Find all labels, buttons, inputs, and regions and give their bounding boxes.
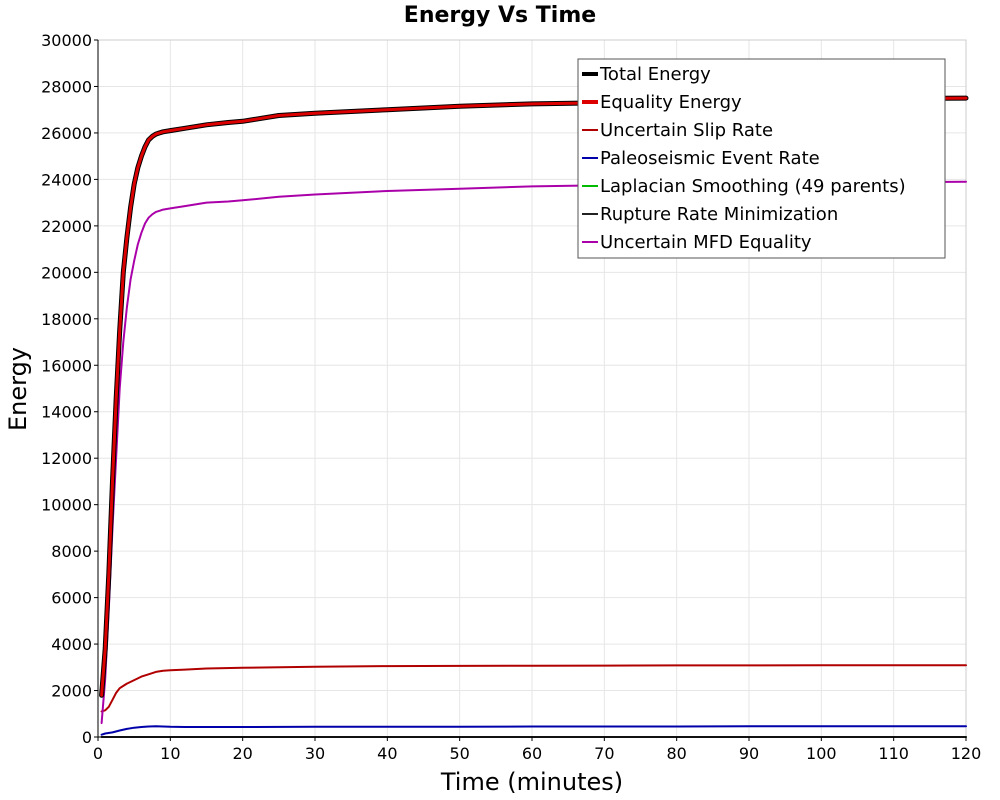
legend-label: Total Energy <box>599 64 711 85</box>
y-tick-label: 12000 <box>41 449 92 468</box>
y-tick-label: 0 <box>82 728 92 747</box>
y-tick-label: 14000 <box>41 403 92 422</box>
x-tick-label: 0 <box>93 744 103 763</box>
y-tick-label: 26000 <box>41 124 92 143</box>
y-tick-label: 22000 <box>41 217 92 236</box>
x-tick-label: 40 <box>377 744 397 763</box>
legend-label: Uncertain Slip Rate <box>600 120 773 141</box>
series-line-uncertain-slip-rate <box>100 664 967 713</box>
x-tick-label: 60 <box>522 744 542 763</box>
legend-label: Laplacian Smoothing (49 parents) <box>600 176 906 197</box>
y-tick-label: 18000 <box>41 310 92 329</box>
y-tick-label: 28000 <box>41 77 92 96</box>
x-tick-label: 70 <box>594 744 614 763</box>
series-line-uncertain-mfd-equality <box>100 180 967 725</box>
x-tick-label: 90 <box>739 744 759 763</box>
legend-label: Rupture Rate Minimization <box>600 204 838 225</box>
y-tick-label: 6000 <box>51 589 92 608</box>
y-tick-label: 20000 <box>41 263 92 282</box>
y-axis-ticks: 0 2000 4000 6000 8000 10000 12000 14000 16000 180… <box>41 31 98 747</box>
y-tick-label: 30000 <box>41 31 92 50</box>
x-axis-ticks: 0 10 20 30 40 50 60 70 80 90 100 110 120 <box>93 737 981 763</box>
x-tick-label: 110 <box>878 744 909 763</box>
x-axis-label: Time (minutes) <box>440 768 623 796</box>
legend-items: Total Energy Equality Energy Uncertain Sli… <box>582 64 906 253</box>
legend-label: Equality Energy <box>600 92 742 113</box>
chart-title: Energy Vs Time <box>404 3 596 28</box>
x-tick-label: 30 <box>305 744 325 763</box>
x-tick-label: 80 <box>666 744 686 763</box>
y-tick-label: 2000 <box>51 682 92 701</box>
x-tick-label: 120 <box>951 744 982 763</box>
legend-label: Paleoseismic Event Rate <box>600 148 820 169</box>
x-tick-label: 10 <box>160 744 180 763</box>
y-tick-label: 24000 <box>41 170 92 189</box>
x-tick-label: 20 <box>232 744 252 763</box>
y-tick-label: 8000 <box>51 542 92 561</box>
x-tick-label: 50 <box>449 744 469 763</box>
series-line-paleoseismic-event-rate <box>100 725 967 736</box>
y-tick-label: 4000 <box>51 635 92 654</box>
y-axis-label: Energy <box>4 347 32 431</box>
y-tick-label: 16000 <box>41 356 92 375</box>
y-tick-label: 10000 <box>41 496 92 515</box>
x-tick-label: 100 <box>806 744 837 763</box>
legend: Total Energy Equality Energy Uncertain Sli… <box>577 58 946 259</box>
legend-label: Uncertain MFD Equality <box>600 232 812 253</box>
series-line-equality-energy <box>100 96 968 697</box>
legend-box <box>577 58 946 259</box>
